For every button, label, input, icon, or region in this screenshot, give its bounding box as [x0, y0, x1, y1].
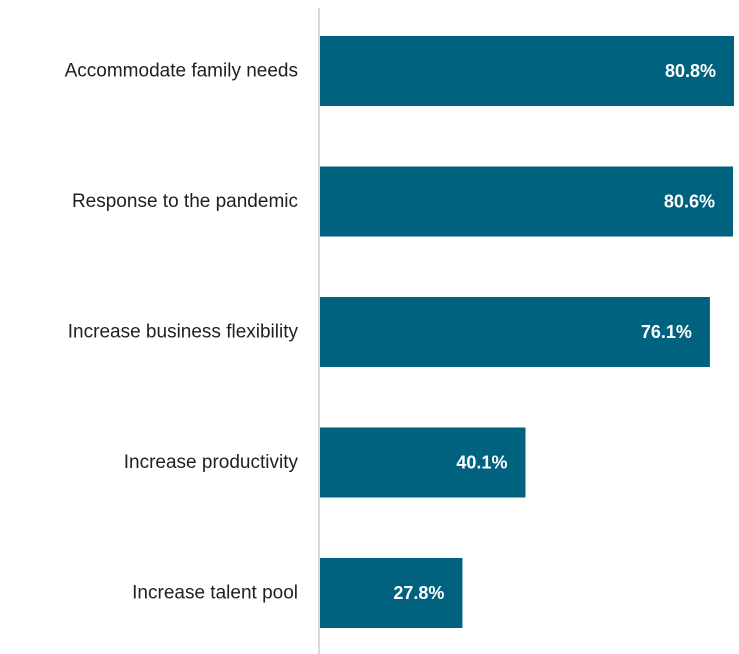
category-label: Accommodate family needs	[65, 61, 298, 82]
value-label: 80.8%	[665, 61, 716, 81]
bar	[320, 36, 734, 106]
bar	[320, 427, 526, 498]
category-label: Response to the pandemic	[72, 191, 298, 212]
value-label: 80.6%	[664, 192, 715, 212]
bars-group: Accommodate family needs 80.8% Response to…	[65, 36, 734, 628]
value-label: 27.8%	[393, 583, 444, 603]
bar	[320, 297, 710, 367]
bar	[320, 166, 733, 237]
value-label: 76.1%	[641, 322, 692, 342]
bar	[320, 558, 463, 628]
category-label: Increase productivity	[124, 452, 299, 473]
value-label: 40.1%	[456, 453, 507, 473]
category-label: Increase business flexibility	[68, 322, 299, 343]
category-label: Increase talent pool	[132, 583, 298, 604]
